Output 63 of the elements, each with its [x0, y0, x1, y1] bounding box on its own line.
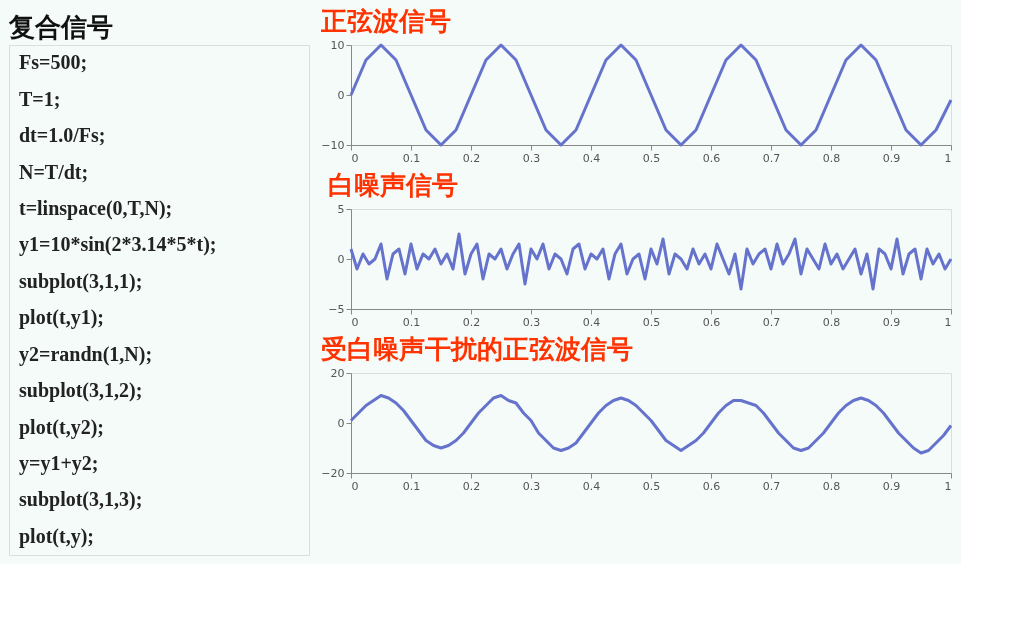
y-tick-label: 0: [337, 252, 345, 266]
x-tick-label: 0: [351, 479, 359, 493]
y-tick-label: 0: [337, 88, 345, 102]
text: subplot(3,1,3);: [19, 488, 143, 512]
x-tick-label: 0.4: [582, 151, 601, 165]
x-tick-label: 0.9: [882, 151, 901, 165]
y-tick-label: 5: [337, 202, 345, 216]
x-tick-label: 0.4: [582, 479, 601, 493]
y-tick-label: −20: [321, 466, 345, 480]
x-tick-label: 0.5: [642, 479, 661, 493]
text: y=y1+y2;: [19, 451, 99, 475]
y-tick-label: −5: [328, 302, 345, 316]
x-tick-label: 0: [351, 315, 359, 329]
text: 复合信号: [8, 12, 113, 42]
text: Fs=500;: [19, 51, 88, 74]
x-tick-label: 0.2: [462, 479, 481, 493]
text: t=linspace(0,T,N);: [19, 196, 173, 220]
chart-title: 正弦波信号: [319, 6, 451, 36]
x-tick-label: 0.1: [402, 151, 421, 165]
x-tick-label: 1: [944, 479, 952, 493]
text: T=1;: [19, 87, 61, 110]
x-tick-label: 0.6: [702, 479, 721, 493]
line-series: [349, 43, 953, 147]
x-tick-label: 0.3: [522, 151, 541, 165]
text: y1=10*sin(2*3.14*5*t);: [19, 233, 217, 257]
x-tick-label: 0.2: [462, 151, 481, 165]
text: y2=randn(1,N);: [19, 342, 153, 366]
x-tick-label: 0.1: [402, 315, 421, 329]
x-tick-label: 0.2: [462, 315, 481, 329]
chart-title: 受白噪声干扰的正弦波信号: [320, 334, 633, 364]
x-tick-label: 0.8: [822, 479, 841, 493]
text: subplot(3,1,1);: [19, 269, 143, 293]
x-tick-label: 0.9: [882, 479, 901, 493]
x-tick-label: 0: [351, 151, 359, 165]
x-tick-label: 1: [944, 315, 952, 329]
x-tick-label: 1: [944, 151, 952, 165]
text: N=T/dt;: [19, 160, 89, 183]
y-tick-label: 0: [337, 416, 345, 430]
x-tick-label: 0.8: [822, 315, 841, 329]
y-tick-label: −10: [321, 138, 345, 152]
x-tick-label: 0.1: [402, 479, 421, 493]
x-tick-label: 0.3: [522, 479, 541, 493]
text: plot(t,y1);: [19, 306, 104, 330]
x-tick-label: 0.5: [642, 151, 661, 165]
y-tick-label: 20: [330, 366, 345, 380]
y-tick-label: 10: [330, 38, 345, 52]
x-tick-label: 0.7: [762, 315, 781, 329]
x-tick-label: 0.7: [762, 151, 781, 165]
text: plot(t,y);: [19, 524, 94, 548]
x-tick-label: 0.7: [762, 479, 781, 493]
x-tick-label: 0.9: [882, 315, 901, 329]
text: dt=1.0/Fs;: [19, 124, 106, 147]
x-tick-label: 0.3: [522, 315, 541, 329]
chart-title: 白噪声信号: [327, 170, 458, 200]
text: subplot(3,1,2);: [19, 379, 143, 403]
x-tick-label: 0.5: [642, 315, 661, 329]
line-series: [349, 232, 953, 291]
text: plot(t,y2);: [19, 415, 104, 439]
x-tick-label: 0.6: [702, 315, 721, 329]
x-tick-label: 0.6: [702, 151, 721, 165]
x-tick-label: 0.8: [822, 151, 841, 165]
x-tick-label: 0.4: [582, 315, 601, 329]
line-series: [349, 394, 953, 455]
